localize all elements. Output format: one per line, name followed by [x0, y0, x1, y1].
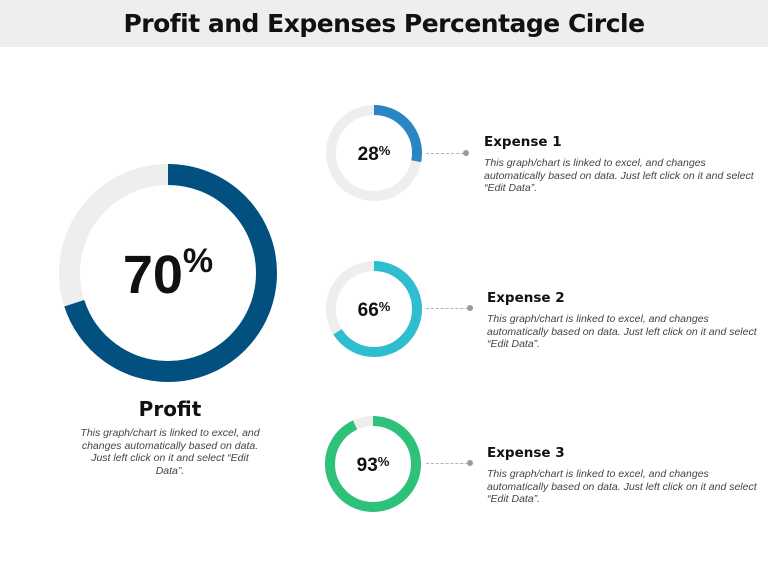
expense2-arc	[326, 261, 422, 357]
expense1-description: This graph/chart is linked to excel, and…	[484, 157, 754, 194]
profit-description: This graph/chart is linked to excel, and…	[80, 427, 260, 477]
expense2-percent-value: 66	[357, 300, 379, 321]
expense2-percent-label: 66%	[325, 260, 423, 358]
page-title: Profit and Expenses Percentage Circle	[123, 9, 645, 38]
expense3-connector	[426, 463, 468, 464]
profit-percent-value: 70	[122, 245, 183, 305]
expense1-arc	[326, 105, 422, 201]
expense3-connector-dot	[467, 460, 473, 466]
expense3-donut-svg	[325, 416, 421, 512]
expense1-percent-label: 28%	[325, 104, 423, 202]
expense1-connector-dot	[463, 150, 469, 156]
profit-donut-svg	[59, 164, 277, 382]
title-bar: Profit and Expenses Percentage Circle	[0, 0, 768, 47]
expense1-percent-value: 28	[357, 144, 379, 165]
expense2-donut: 66%	[325, 260, 423, 358]
expense3-description: This graph/chart is linked to excel, and…	[487, 468, 757, 505]
profit-percent-sign: %	[182, 242, 214, 280]
profit-donut: 70%	[59, 164, 277, 382]
expense1-percent-sign: %	[378, 143, 391, 158]
profit-title: Profit	[138, 397, 202, 421]
expense3-percent-sign: %	[377, 454, 390, 469]
expense3-percent-value: 93	[356, 455, 378, 476]
profit-arc	[59, 164, 277, 382]
expense2-description: This graph/chart is linked to excel, and…	[487, 313, 757, 350]
expense2-donut-svg	[326, 261, 422, 357]
expense3-title: Expense 3	[487, 445, 565, 461]
expense2-connector-dot	[467, 305, 473, 311]
expense2-percent-sign: %	[378, 299, 391, 314]
expense3-donut: 93%	[324, 415, 422, 513]
expense2-title: Expense 2	[487, 290, 565, 306]
expense1-donut-svg	[326, 105, 422, 201]
profit-percent-label: 70%	[59, 164, 277, 382]
expense1-donut: 28%	[325, 104, 423, 202]
expense1-title: Expense 1	[484, 134, 562, 150]
expense2-connector	[426, 308, 468, 309]
expense3-percent-label: 93%	[324, 415, 422, 513]
expense3-arc	[325, 416, 421, 512]
expense1-connector	[426, 153, 464, 154]
